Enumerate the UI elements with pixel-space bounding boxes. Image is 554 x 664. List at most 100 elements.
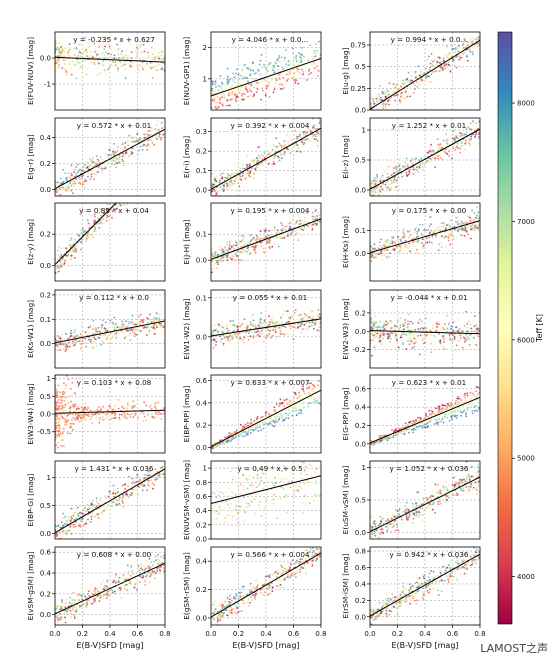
- scatter-point: [77, 182, 80, 184]
- scatter-point: [55, 71, 57, 74]
- scatter-point: [462, 46, 465, 49]
- scatter-point: [420, 233, 423, 236]
- scatter-point: [231, 184, 234, 187]
- scatter-point: [305, 216, 307, 219]
- scatter-point: [295, 222, 298, 224]
- scatter-point: [402, 79, 405, 82]
- scatter-point: [302, 316, 305, 319]
- scatter-point: [93, 173, 96, 175]
- scatter-point: [394, 95, 397, 97]
- panel-7: y = 0.89 * x + 0.040.00.2E(z-y) [mag]: [26, 202, 166, 282]
- scatter-point: [423, 155, 426, 158]
- scatter-point: [55, 52, 57, 54]
- scatter-point: [381, 99, 383, 102]
- scatter-point: [259, 156, 261, 159]
- scatter-point: [303, 134, 305, 137]
- scatter-point: [291, 63, 293, 65]
- scatter-point: [222, 83, 225, 86]
- y-ticks: 0.00.10.20.3: [196, 128, 211, 195]
- scatter-point: [399, 101, 402, 104]
- scatter-point: [311, 229, 314, 232]
- scatter-point: [147, 144, 150, 147]
- scatter-point: [401, 175, 404, 178]
- scatter-point: [223, 85, 226, 88]
- scatter-point: [138, 149, 140, 152]
- scatter-point: [136, 139, 138, 142]
- scatter-point: [318, 316, 321, 319]
- scatter-point: [96, 53, 98, 56]
- scatter-point: [467, 41, 469, 44]
- scatter-point: [395, 88, 398, 90]
- scatter-point: [401, 235, 404, 238]
- scatter-point: [146, 134, 149, 137]
- scatter-point: [153, 66, 156, 68]
- scatter-point: [104, 321, 107, 324]
- scatter-points: [370, 32, 480, 110]
- scatter-point: [101, 218, 104, 221]
- scatter-point: [56, 189, 58, 192]
- scatter-point: [69, 50, 71, 53]
- scatter-point: [66, 241, 69, 244]
- scatter-point: [273, 71, 276, 74]
- scatter-point: [138, 329, 141, 332]
- scatter-point: [282, 143, 285, 146]
- scatter-point: [132, 136, 135, 139]
- scatter-point: [429, 241, 431, 244]
- scatter-point: [393, 181, 396, 184]
- scatter-point: [300, 139, 303, 142]
- scatter-point: [275, 236, 278, 239]
- scatter-point: [297, 239, 300, 242]
- scatter-point: [306, 79, 308, 81]
- scatter-point: [370, 260, 373, 262]
- scatter-point: [403, 162, 406, 164]
- scatter-point: [387, 322, 389, 325]
- scatter-point: [303, 227, 306, 230]
- scatter-point: [72, 341, 74, 344]
- scatter-point: [241, 94, 243, 97]
- scatter-point: [434, 58, 436, 61]
- scatter-point: [63, 342, 66, 345]
- scatter-point: [113, 316, 116, 319]
- scatter-point: [417, 164, 420, 167]
- scatter-point: [426, 237, 429, 240]
- scatter-point: [280, 146, 283, 149]
- scatter-point: [136, 329, 139, 332]
- scatter-point: [301, 322, 304, 325]
- scatter-point: [463, 229, 466, 231]
- scatter-point: [289, 325, 292, 328]
- scatter-point: [253, 161, 256, 164]
- scatter-point: [92, 178, 95, 180]
- scatter-point: [212, 264, 215, 267]
- scatter-point: [144, 56, 146, 59]
- scatter-point: [93, 336, 96, 339]
- scatter-point: [74, 341, 77, 344]
- scatter-point: [112, 150, 115, 153]
- scatter-point: [456, 217, 459, 219]
- scatter-point: [80, 182, 82, 184]
- scatter-point: [253, 239, 256, 241]
- panel-5: y = 0.392 * x + 0.0040.00.10.20.3E(r-i) …: [182, 117, 322, 197]
- scatter-point: [58, 336, 60, 339]
- scatter-point: [58, 48, 60, 51]
- scatter-point: [69, 177, 72, 180]
- scatter-point: [312, 56, 315, 58]
- scatter-point: [89, 164, 91, 167]
- scatter-point: [133, 148, 136, 151]
- scatter-point: [398, 164, 401, 166]
- scatter-point: [400, 95, 402, 98]
- scatter-point: [311, 325, 314, 328]
- scatter-point: [58, 187, 61, 190]
- scatter-point: [293, 77, 296, 80]
- scatter-point: [231, 85, 234, 88]
- scatter-point: [237, 242, 239, 245]
- scatter-point: [122, 154, 125, 157]
- scatter-point: [153, 58, 156, 61]
- scatter-point: [251, 61, 254, 64]
- scatter-point: [374, 191, 377, 194]
- scatter-point: [260, 329, 263, 332]
- scatter-point: [314, 323, 316, 326]
- scatter-point: [404, 82, 406, 84]
- scatter-point: [86, 167, 88, 169]
- scatter-point: [454, 149, 456, 152]
